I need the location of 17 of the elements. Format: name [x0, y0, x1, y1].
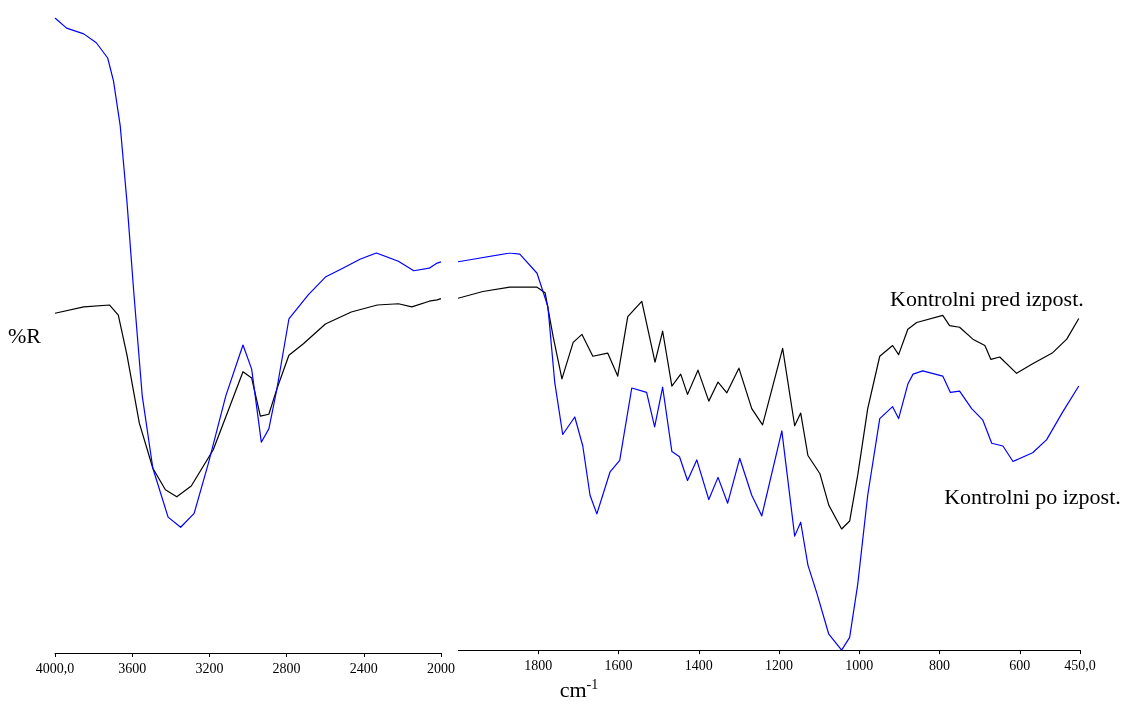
x-tick-label: 4000,0	[35, 660, 75, 676]
x-tick-label: 450,0	[1064, 657, 1096, 673]
x-tick-label: 600	[1009, 657, 1031, 673]
x-tick-label: 2800	[272, 660, 301, 676]
x-tick-label: 1400	[684, 657, 713, 673]
x-tick-label: 800	[929, 657, 951, 673]
series-label: Kontrolni pred izpost.	[890, 286, 1084, 312]
x-tick-label: 1800	[524, 657, 553, 673]
x-tick-label: 2000	[427, 660, 455, 676]
x-tick-label: 1600	[604, 657, 633, 673]
x-tick-label: 1200	[765, 657, 794, 673]
x-tick-label: 3600	[118, 660, 147, 676]
series-label: Kontrolni po izpost.	[944, 483, 1121, 509]
x-tick-label: 1000	[845, 657, 874, 673]
y-axis-title: %R	[8, 323, 42, 348]
x-tick-label: 2400	[349, 660, 378, 676]
x-tick-label: 3200	[195, 660, 224, 676]
